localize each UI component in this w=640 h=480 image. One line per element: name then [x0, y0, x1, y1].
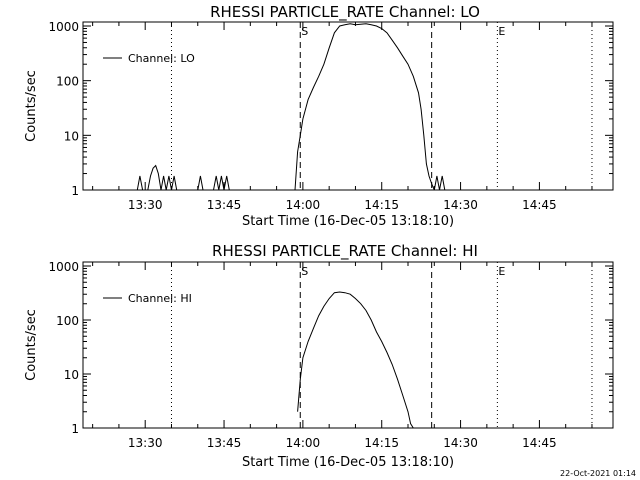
chart-panel-hi: RHESSI PARTICLE_RATE Channel: HI 13:30 13… — [24, 242, 614, 470]
series-line — [213, 175, 230, 191]
footer-timestamp: 22-Oct-2021 01:14 — [560, 469, 636, 478]
y-axis-label: Counts/sec — [24, 309, 39, 381]
tick-group: 13:30 13:45 14:00 14:15 14:30 14:45 1 10 100 1000 — [48, 20, 613, 212]
event-marker-label: E — [498, 265, 505, 278]
series-line — [197, 175, 204, 191]
series-line — [297, 291, 414, 429]
x-tick-label: 13:30 — [128, 436, 163, 450]
y-tick-label: 10 — [64, 129, 79, 143]
legend-entry: Channel: LO — [128, 52, 195, 65]
y-tick-label: 100 — [56, 314, 79, 328]
x-tick-label: 13:45 — [207, 198, 242, 212]
y-tick-label: 1000 — [48, 260, 79, 274]
chart-panel-lo: RHESSI PARTICLE_RATE Channel: LO 13:30 13… — [24, 3, 614, 229]
x-tick-label: 14:15 — [364, 198, 399, 212]
chart-title: RHESSI PARTICLE_RATE Channel: HI — [212, 242, 478, 261]
y-tick-label: 1 — [71, 184, 79, 198]
x-tick-label: 13:45 — [207, 436, 242, 450]
y-tick-label: 1000 — [48, 20, 79, 34]
y-tick-label: 10 — [64, 368, 79, 382]
chart-title: RHESSI PARTICLE_RATE Channel: LO — [210, 3, 480, 22]
x-axis-label: Start Time (16-Dec-05 13:18:10) — [242, 214, 454, 229]
plot-frame — [82, 21, 614, 191]
event-marker-label: S — [301, 265, 308, 278]
x-axis-label: Start Time (16-Dec-05 13:18:10) — [242, 455, 454, 470]
y-axis-label: Counts/sec — [24, 70, 39, 142]
x-tick-label: 14:30 — [443, 198, 478, 212]
x-tick-label: 14:00 — [286, 436, 321, 450]
series-line — [433, 175, 446, 191]
event-marker-label: E — [498, 25, 505, 38]
x-tick-label: 14:15 — [364, 436, 399, 450]
x-tick-label: 14:00 — [286, 198, 321, 212]
series-lines — [297, 291, 414, 429]
series-line — [294, 23, 435, 191]
x-tick-label: 13:30 — [128, 198, 163, 212]
x-tick-label: 14:45 — [522, 198, 557, 212]
series-line — [136, 175, 144, 191]
series-line — [147, 164, 178, 191]
legend-entry: Channel: HI — [128, 292, 192, 305]
x-tick-label: 14:45 — [522, 436, 557, 450]
plot-frame — [82, 261, 614, 429]
event-marker-label: S — [301, 25, 308, 38]
y-tick-label: 100 — [56, 75, 79, 89]
series-lines — [136, 23, 446, 191]
tick-group: 13:30 13:45 14:00 14:15 14:30 14:45 1 10 100 1000 — [48, 260, 613, 450]
x-tick-label: 14:30 — [443, 436, 478, 450]
y-tick-label: 1 — [71, 422, 79, 436]
